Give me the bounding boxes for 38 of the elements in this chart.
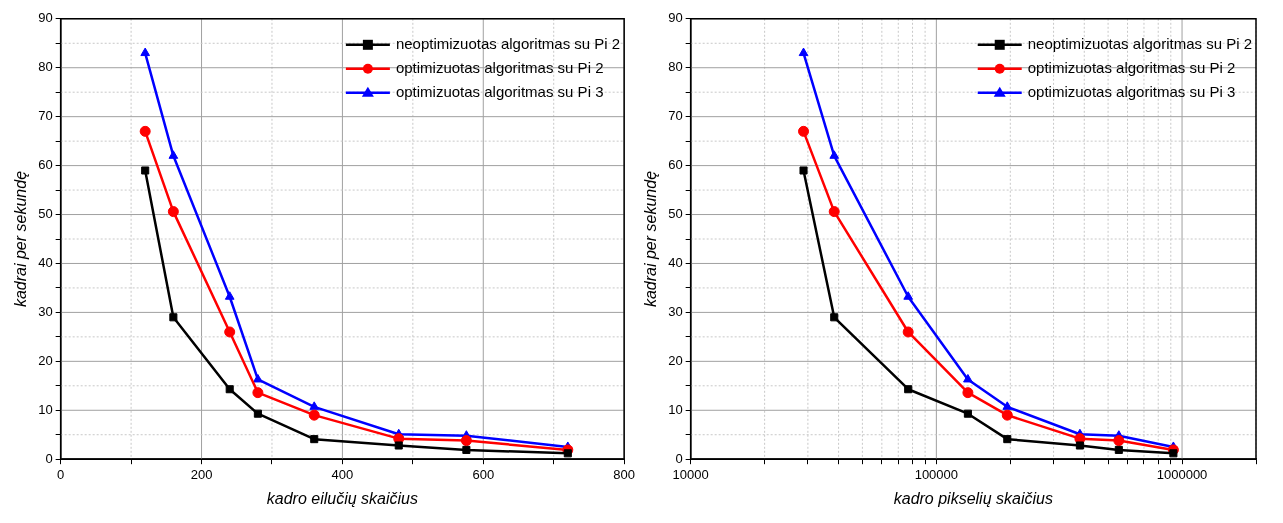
y-tick-label: 50: [38, 206, 53, 222]
y-tick-label: 90: [668, 10, 683, 26]
y-tick-label: 60: [668, 157, 683, 173]
y-tick-label: 0: [45, 450, 53, 466]
y-tick-label: 80: [668, 59, 683, 75]
x-axis-title: kadro pikselių skaičius: [893, 489, 1053, 507]
x-tick-label: 800: [613, 466, 636, 482]
legend-label: neoptimizuotas algoritmas su Pi 2: [1027, 34, 1253, 52]
y-tick-label: 80: [38, 59, 53, 75]
legend-label: optimizuotas algoritmas su Pi 2: [395, 58, 604, 76]
y-tick-label: 60: [38, 157, 53, 173]
y-axis-title: kadrai per sekundę: [12, 170, 30, 308]
x-tick-label: 200: [190, 466, 213, 482]
y-axis-title: kadrai per sekundę: [642, 170, 660, 308]
y-tick-label: 70: [38, 108, 53, 124]
x-tick-label: 0: [57, 466, 65, 482]
x-tick-label: 400: [331, 466, 354, 482]
y-tick-label: 20: [668, 352, 683, 368]
x-tick-label: 1000000: [1156, 466, 1208, 482]
legend-label: optimizuotas algoritmas su Pi 2: [1027, 58, 1236, 76]
y-tick-label: 70: [668, 108, 683, 124]
y-tick-label: 90: [38, 10, 53, 26]
y-tick-label: 10: [38, 401, 53, 417]
y-tick-label: 0: [675, 450, 683, 466]
legend-label: optimizuotas algoritmas su Pi 3: [1027, 82, 1236, 100]
y-tick-label: 10: [668, 401, 683, 417]
x-tick-label: 600: [472, 466, 495, 482]
legend-label: neoptimizuotas algoritmas su Pi 2: [395, 34, 621, 52]
x-tick-label: 100000: [914, 466, 959, 482]
y-tick-label: 40: [668, 255, 683, 271]
y-tick-label: 30: [668, 303, 683, 319]
x-tick-label: 10000: [672, 466, 709, 482]
y-tick-label: 20: [38, 352, 53, 368]
y-tick-label: 40: [38, 255, 53, 271]
y-tick-label: 50: [668, 206, 683, 222]
y-tick-label: 30: [38, 303, 53, 319]
legend-label: optimizuotas algoritmas su Pi 3: [395, 82, 604, 100]
x-axis-title: kadro eilučių skaičius: [266, 489, 418, 507]
